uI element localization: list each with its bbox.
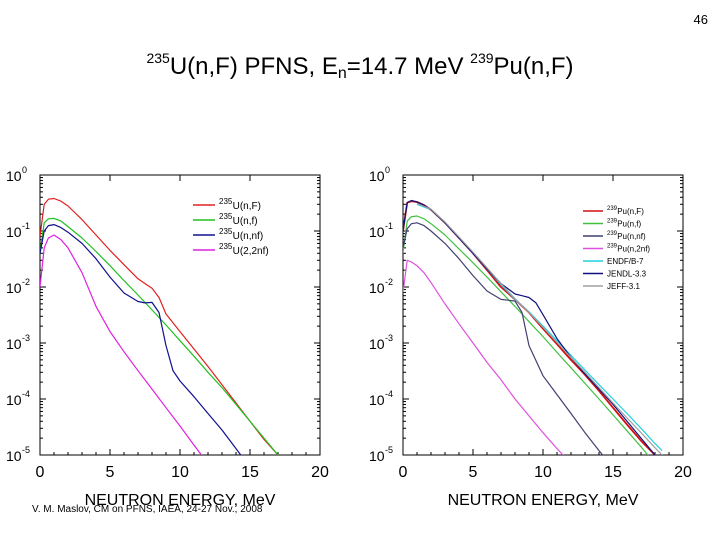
- chart1-series-group: [40, 197, 279, 455]
- chart1-xtick-label: 15: [241, 464, 259, 481]
- chart2-legend-label: Pu(n,F): [617, 207, 644, 216]
- chart1-legend-sup: 235: [219, 212, 233, 221]
- title-sub-n: n: [337, 65, 347, 82]
- chart1-xtick-label: 20: [311, 464, 329, 481]
- chart1-ytick-label: 10: [6, 168, 22, 184]
- chart2-ytick-exp: -1: [385, 221, 393, 231]
- chart2-ytick-exp: -4: [385, 389, 393, 399]
- chart2-ytick-label: 10: [369, 224, 385, 240]
- chart1-ytick-label: 10: [6, 280, 22, 296]
- chart1-ytick-label: 10: [6, 448, 22, 464]
- chart1-ytick-exp: -1: [22, 221, 30, 231]
- chart2-xtick-label: 5: [469, 464, 478, 481]
- title-sup-239: 239: [470, 50, 494, 66]
- chart1-xtick-label: 10: [171, 464, 189, 481]
- chart1-legend-label: U(n,F): [233, 201, 261, 212]
- footer-citation: V. M. Maslov, CM on PFNS, IAEA, 24-27 No…: [32, 504, 263, 515]
- chart1-ytick-label: 10: [6, 224, 22, 240]
- chart1-ytick-exp: 0: [22, 165, 27, 175]
- chart2-ytick-label: 10: [369, 168, 385, 184]
- chart2-legend-label: JENDL-3.3: [607, 270, 647, 279]
- chart2-ytick-label: 10: [369, 392, 385, 408]
- title-sup-235: 235: [146, 50, 170, 66]
- chart1-ytick-label: 10: [6, 336, 22, 352]
- chart2-ytick-exp: -3: [385, 333, 393, 343]
- chart1-series-line-u-n-nf-: [40, 224, 242, 455]
- chart2-ytick-label: 10: [369, 336, 385, 352]
- chart2-series-line-pu-n-nf-: [403, 222, 604, 455]
- slide-number: 46: [693, 12, 708, 27]
- chart2-series-line-pu-n-2nf-: [403, 259, 564, 455]
- chart1-legend-label: U(2,2nf): [233, 246, 269, 257]
- chart2-series-line-pu-n-f-: [403, 215, 649, 455]
- chart1-legend-sup: 235: [219, 242, 233, 251]
- chart1-legend-sup: 235: [219, 197, 233, 206]
- chart1-legend-label: U(n,f): [233, 216, 258, 227]
- chart2-legend-label: Pu(n,nf): [617, 232, 646, 241]
- chart2-ytick-exp: -5: [385, 445, 393, 455]
- chart2-legend-sup: 239: [607, 206, 618, 212]
- chart2-legend-label: JEFF-3.1: [607, 282, 640, 291]
- chart2-series-group: [403, 199, 663, 455]
- chart2-ytick-label: 10: [369, 280, 385, 296]
- chart1-xtick-label: 0: [36, 464, 45, 481]
- chart2-ytick-exp: -2: [385, 277, 393, 287]
- chart2-series-line-jeff-3-1: [416, 202, 663, 455]
- chart1-ytick-exp: -5: [22, 445, 30, 455]
- chart2-legend-label: Pu(n,2nf): [617, 245, 650, 254]
- chart1-legend-label: U(n,nf): [233, 231, 264, 242]
- chart2-legend-sup: 239: [607, 219, 618, 225]
- chart1-ytick-exp: -4: [22, 389, 30, 399]
- slide-title: 235U(n,F) PFNS, En=14.7 MeV 239Pu(n,F): [0, 50, 720, 83]
- chart1-ytick-exp: -3: [22, 333, 30, 343]
- chart2-ytick-label: 10: [369, 448, 385, 464]
- title-text-2: =14.7 MeV: [346, 53, 471, 80]
- chart1-series-line-u-2-2nf-: [40, 234, 203, 455]
- title-text-3: Pu(n,F): [493, 53, 574, 80]
- chart1-ytick-exp: -2: [22, 277, 30, 287]
- chart2-xaxis-label: NEUTRON ENERGY, MeV: [448, 492, 639, 509]
- chart1-plot-frame: [39, 174, 321, 456]
- chart2-xtick-label: 0: [399, 464, 408, 481]
- chart2-series-line-endf-b-7: [416, 203, 663, 452]
- chart1-legend-sup: 235: [219, 227, 233, 236]
- chart2-xtick-label: 20: [674, 464, 692, 481]
- chart2-legend-label: ENDF/B-7: [607, 257, 644, 266]
- chart1-series-line-u-n-f-: [40, 197, 279, 455]
- chart2-ytick-exp: 0: [385, 165, 390, 175]
- chart1-xtick-label: 5: [106, 464, 115, 481]
- chart2-xtick-label: 10: [534, 464, 552, 481]
- title-text-1: U(n,F) PFNS, E: [169, 53, 338, 80]
- chart2-legend-label: Pu(n,f): [617, 220, 641, 229]
- chart2-xtick-label: 15: [604, 464, 622, 481]
- chart2-legend-sup: 239: [607, 244, 618, 250]
- chart2-legend-sup: 239: [607, 231, 618, 237]
- chart2-series-line-jendl-3-3: [403, 199, 656, 455]
- chart1-ytick-label: 10: [6, 392, 22, 408]
- chart1-xaxis-label: NEUTRON ENERGY, MeV: [85, 492, 276, 509]
